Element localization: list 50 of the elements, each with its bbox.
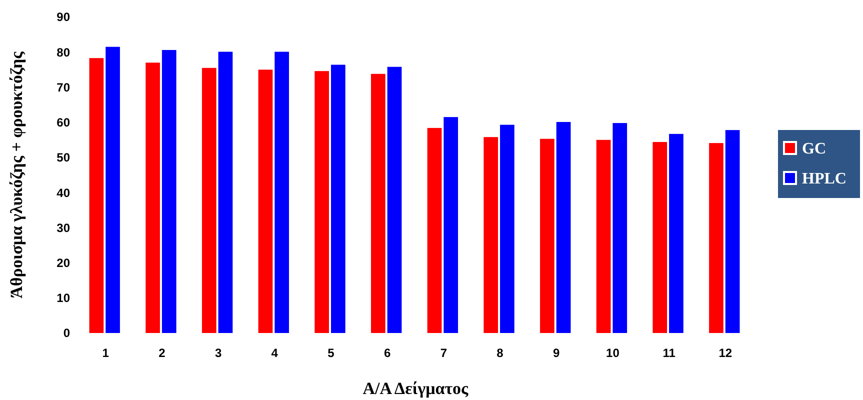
bar [427,128,442,333]
bar [444,117,458,333]
y-tick-label: 50 [56,150,70,165]
bar [106,46,120,333]
bar [669,134,684,333]
bar [596,140,611,333]
y-tick-label: 40 [56,186,70,200]
x-tick-label: 9 [553,346,560,360]
x-tick-label: 2 [158,346,166,360]
y-tick-label: 20 [56,256,70,270]
bar [540,138,554,333]
bar [725,130,740,333]
y-tick-label: 90 [56,10,70,24]
bar [500,124,514,333]
y-tick-label: 0 [63,326,70,340]
bar [314,71,329,333]
y-tick-label: 60 [56,116,70,130]
bar [146,62,160,333]
bar [202,68,216,333]
x-tick-label: 5 [328,346,335,360]
y-tick-label: 10 [56,291,70,306]
bar [162,50,176,333]
legend-label: HPLC [802,170,846,188]
x-tick-label: 11 [662,346,676,360]
bar [218,52,233,333]
bar [89,58,104,333]
x-tick-label: 8 [496,346,504,360]
y-tick-label: 30 [56,220,70,235]
x-tick-label: 7 [440,346,448,360]
bar [484,137,498,333]
y-tick-label: 70 [56,80,70,94]
bar [387,66,402,333]
bar [556,122,571,333]
y-tick-label: 80 [56,45,70,60]
bar [274,52,289,333]
x-tick-label: 10 [606,346,620,360]
x-tick-label: 6 [384,346,391,360]
legend-label: GC [802,140,826,158]
x-tick-label: 3 [214,346,222,360]
y-axis-title: Άθροισμα γλυκόζης + φρουκτόζης [7,50,26,298]
x-tick-label: 1 [102,346,110,360]
x-tick-label: 12 [718,346,732,360]
x-tick-label: 4 [271,346,278,360]
bar [370,74,386,333]
bar [612,123,628,333]
x-axis-title: Α/Α Δείγματος [362,379,470,398]
bar [709,143,724,333]
bar [330,64,346,333]
bar [652,142,668,333]
bar [258,70,273,333]
